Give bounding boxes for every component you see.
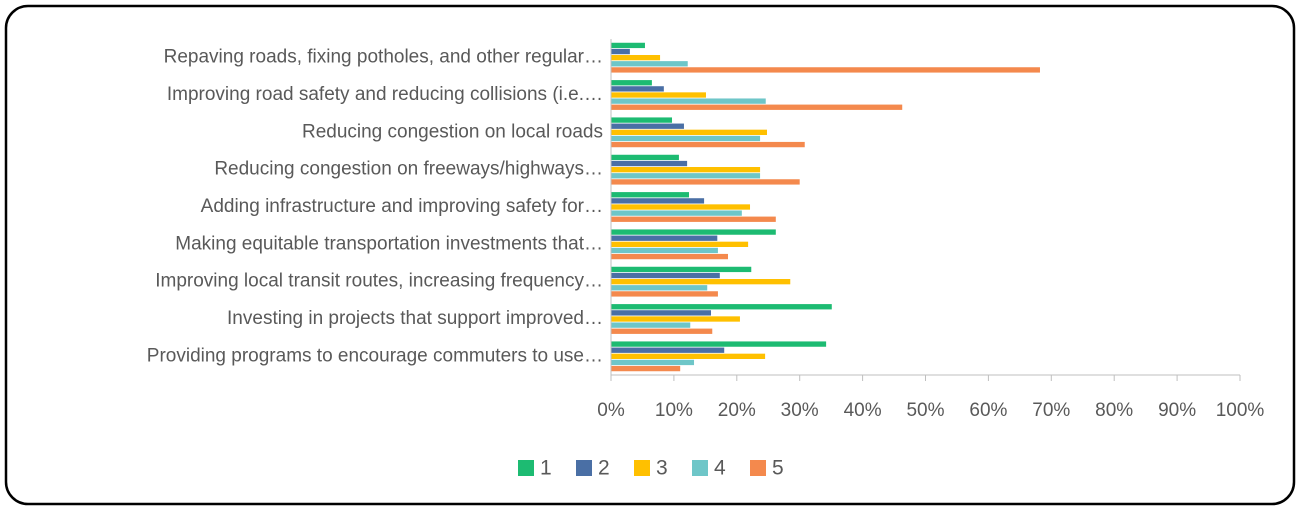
bar: [611, 67, 1040, 73]
x-tick-label: 60%: [969, 400, 1007, 421]
legend-swatch: [750, 460, 766, 476]
x-tick-label: 80%: [1095, 400, 1133, 421]
bar: [611, 210, 742, 216]
bar: [611, 272, 720, 279]
x-tick-label: 40%: [844, 400, 882, 421]
bar: [611, 229, 776, 235]
x-tick-label: 30%: [781, 400, 819, 421]
x-tick-label: 50%: [906, 400, 944, 421]
legend-swatch: [692, 460, 708, 476]
bar: [611, 198, 705, 204]
bar: [611, 61, 688, 67]
x-tick-label: 70%: [1032, 400, 1070, 421]
bar: [611, 328, 713, 334]
bar: [611, 80, 652, 86]
y-tick-label: Repaving roads, fixing potholes, and oth…: [164, 47, 603, 68]
bar: [611, 216, 776, 222]
bar: [611, 266, 752, 273]
bar: [611, 241, 749, 247]
bar: [611, 291, 718, 297]
bar: [611, 192, 689, 198]
bar: [611, 341, 827, 347]
y-tick-label: Reducing congestion on local roads: [302, 121, 603, 142]
x-tick-label: 100%: [1216, 400, 1265, 421]
y-tick-label: Making equitable transportation investme…: [175, 233, 603, 254]
y-tick-label: Improving road safety and reducing colli…: [167, 84, 603, 105]
bar: [611, 322, 691, 328]
x-tick-label: 10%: [655, 400, 693, 421]
bar: [611, 359, 695, 366]
legend-swatch: [576, 460, 592, 476]
bar: [611, 173, 761, 179]
bar: [611, 141, 805, 148]
bar: [611, 92, 706, 98]
x-tick-label: 20%: [718, 400, 756, 421]
bar: [611, 316, 740, 322]
y-tick-label: Providing programs to encourage commuter…: [147, 345, 603, 366]
bar: [611, 160, 688, 167]
bar: [611, 179, 800, 185]
legend-label: 3: [656, 457, 668, 480]
bar: [611, 129, 767, 135]
y-tick-label: Improving local transit routes, increasi…: [155, 271, 603, 292]
bar: [611, 55, 661, 61]
bar: [611, 154, 679, 161]
bar: [611, 353, 766, 359]
bar: [611, 310, 712, 316]
bar: [611, 285, 708, 291]
bar: [611, 42, 645, 49]
bar: [611, 304, 832, 310]
bar: [611, 204, 751, 210]
bar: [611, 253, 728, 260]
legend-label: 1: [540, 457, 552, 480]
legend-swatch: [634, 460, 650, 476]
bar: [611, 117, 673, 123]
legend-label: 2: [598, 457, 610, 480]
bar: [611, 86, 664, 92]
bar: [611, 123, 684, 129]
bar: [611, 135, 761, 142]
legend-label: 4: [714, 457, 726, 480]
bar: [611, 167, 761, 173]
bar: [611, 98, 766, 104]
bar: [611, 104, 903, 110]
bar: [611, 247, 718, 254]
legend-swatch: [518, 460, 534, 476]
legend-label: 5: [772, 457, 784, 480]
bar: [611, 347, 725, 353]
bar: [611, 279, 791, 285]
bar: [611, 48, 630, 55]
y-tick-label: Reducing congestion on freeways/highways…: [214, 159, 603, 180]
x-tick-label: 90%: [1158, 400, 1196, 421]
x-tick-label: 0%: [597, 400, 625, 421]
y-tick-label: Investing in projects that support impro…: [227, 308, 603, 329]
bar: [611, 365, 681, 372]
bar: [611, 235, 718, 241]
y-tick-label: Adding infrastructure and improving safe…: [201, 196, 603, 217]
